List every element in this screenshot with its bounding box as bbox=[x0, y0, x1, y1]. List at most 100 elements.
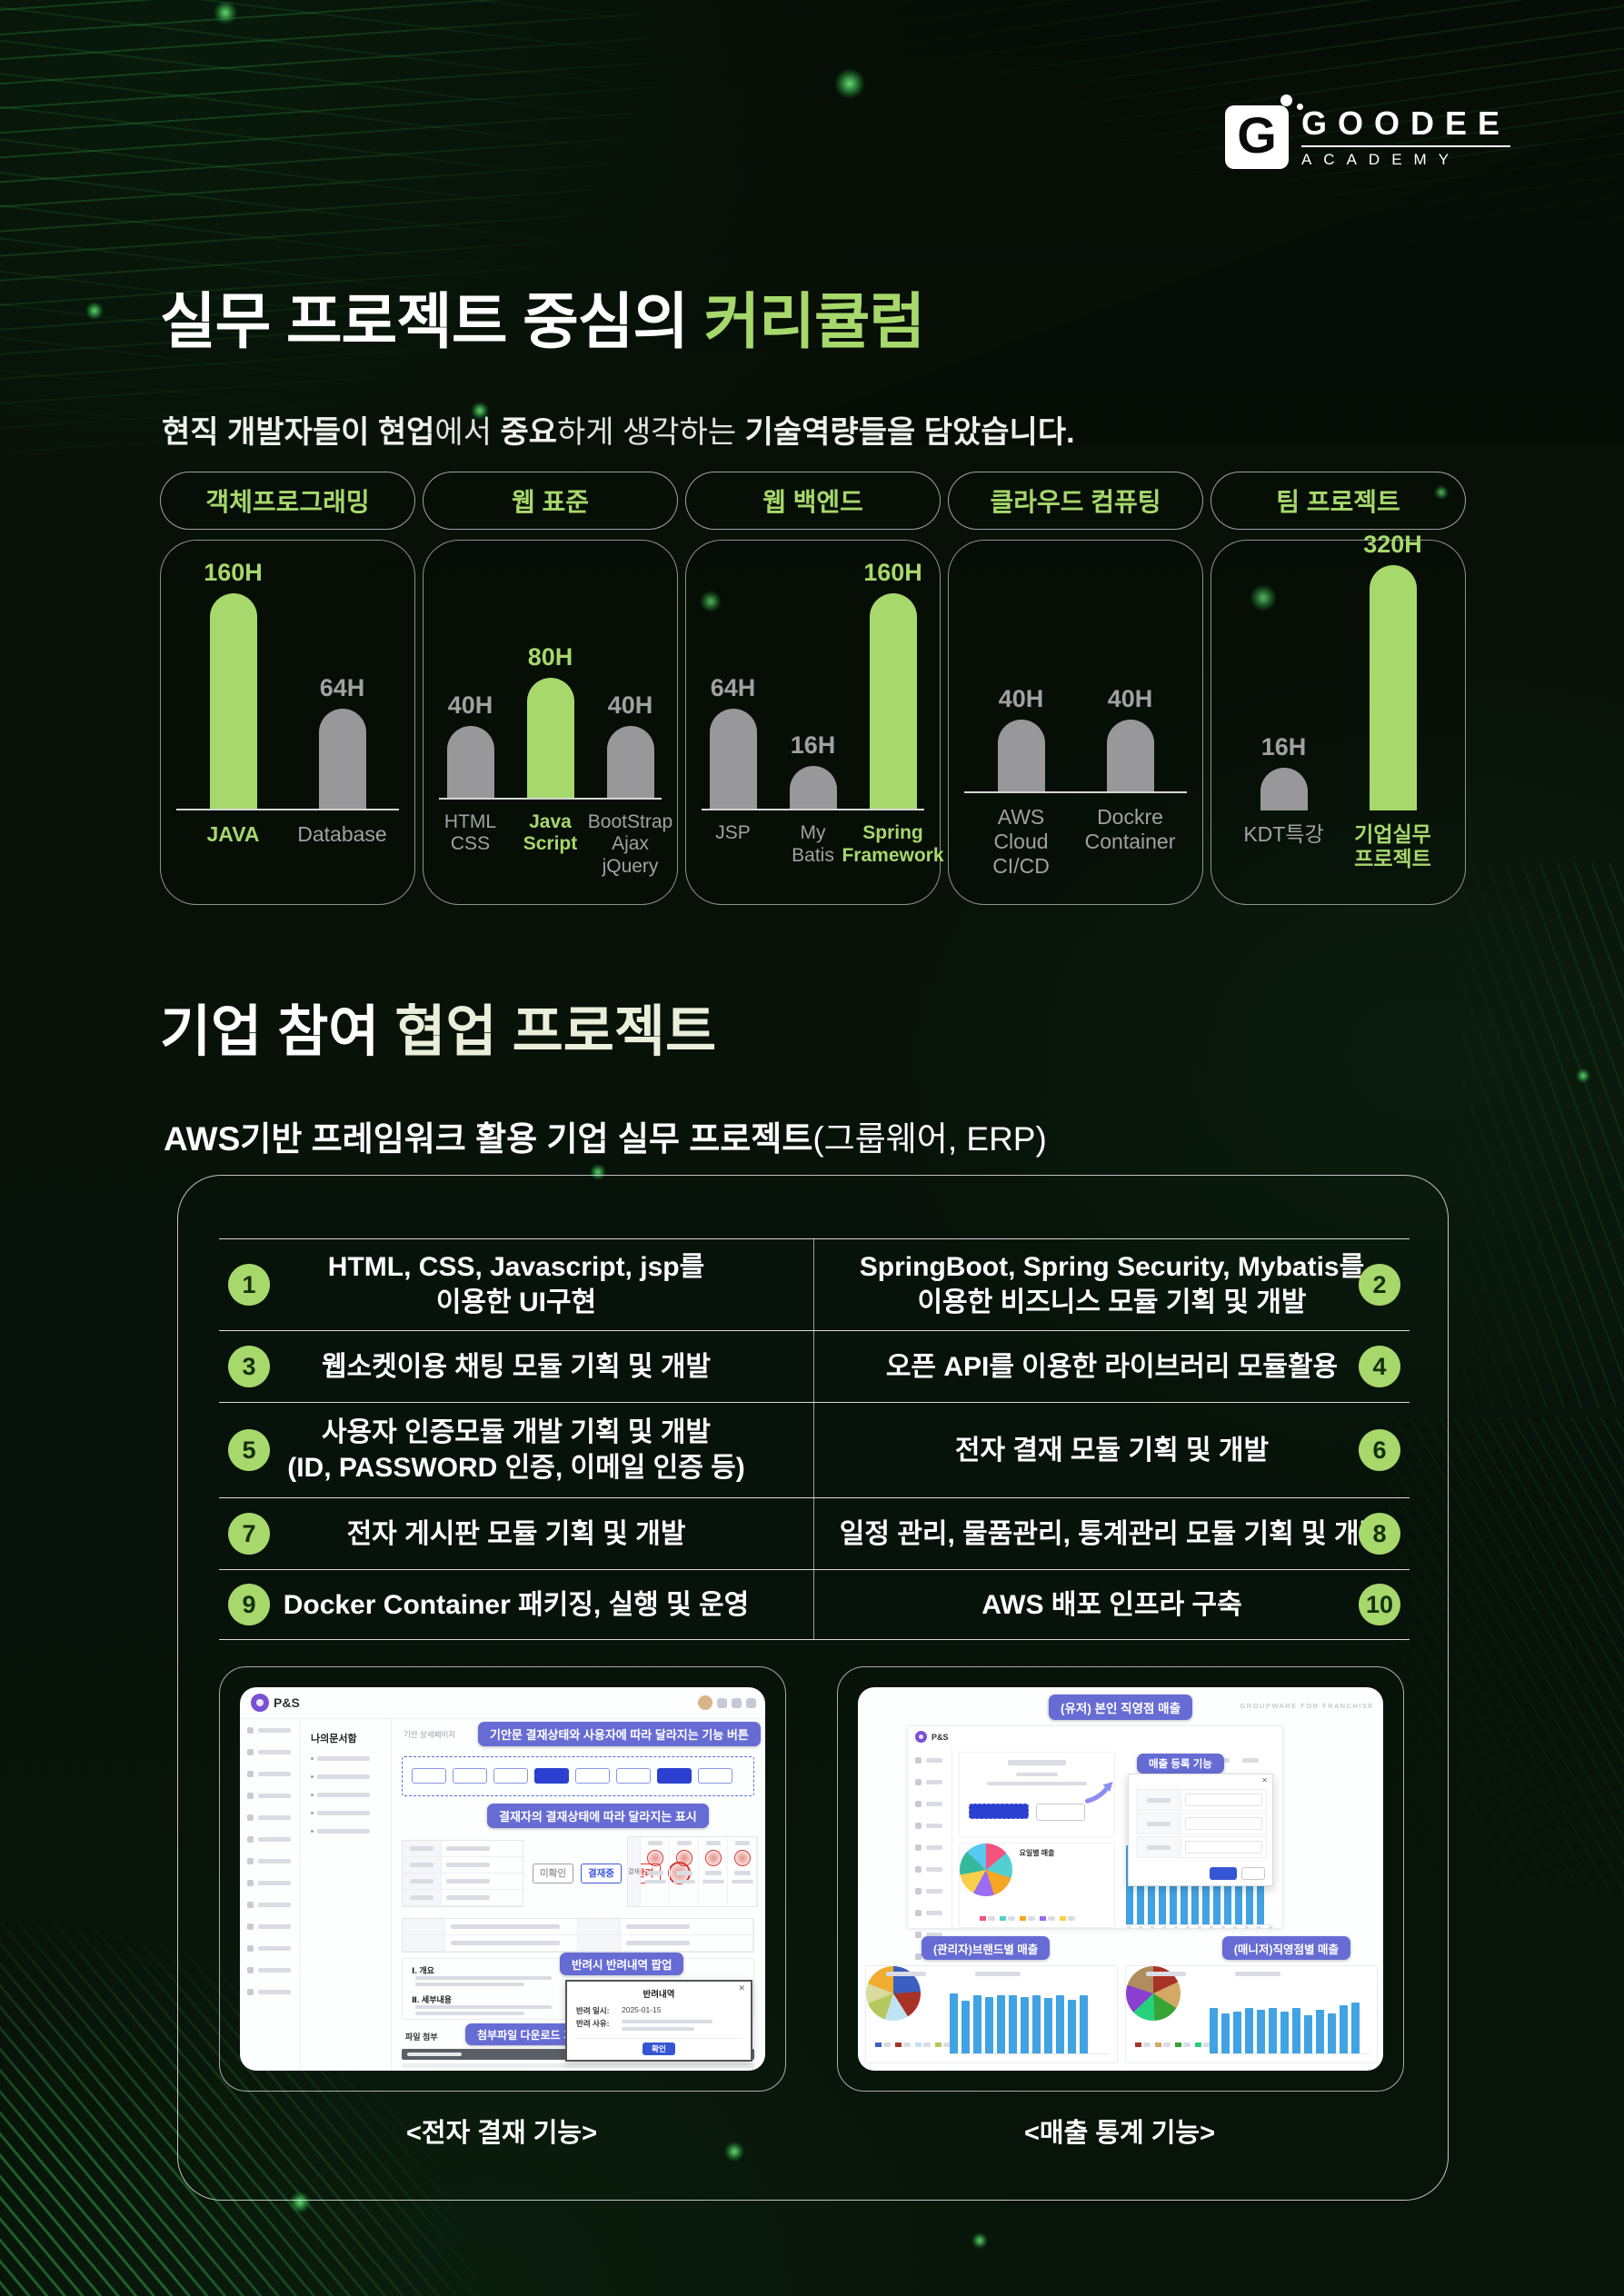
doc-info-row bbox=[403, 1874, 523, 1890]
bar-xlabel: Spring Framework bbox=[842, 822, 944, 866]
doc-menu-item-placeholder bbox=[317, 1756, 370, 1761]
approver-name-placeholder bbox=[733, 1871, 751, 1875]
chart-pill-label: 클라우드 컴퓨팅 bbox=[948, 472, 1203, 530]
subtitle-part: 현직 개발자들이 bbox=[162, 415, 378, 450]
bar bbox=[1269, 2008, 1277, 2053]
table-cell-right: 6 전자 결재 모듈 기획 및 개발 bbox=[814, 1403, 1410, 1497]
doc-title-value bbox=[621, 1935, 753, 1951]
avatar bbox=[698, 1695, 712, 1710]
bar bbox=[1068, 2000, 1076, 2053]
callout-reject-popup: 반려시 반려내역 팝업 bbox=[560, 1953, 684, 1975]
sidebar-item-icon bbox=[247, 1967, 254, 1973]
item-text: Docker Container 패키징, 실행 및 운영 bbox=[283, 1589, 750, 1620]
legend-label-placeholder bbox=[1008, 1916, 1015, 1921]
subtitle-part: 하게 생각하는 bbox=[557, 415, 745, 450]
approval-screenshot: P&S 나의문서함 기안 상세페이지 기안문 결재상태와 사용자에 따라 달라지는 기… bbox=[240, 1687, 765, 2071]
bar bbox=[1245, 2008, 1253, 2053]
approver-title-placeholder bbox=[734, 1841, 750, 1845]
bars-row: 16H 320H bbox=[1230, 531, 1448, 810]
register-sales-button bbox=[969, 1804, 1029, 1819]
doc-info-value bbox=[442, 1841, 523, 1856]
doc-info-row bbox=[403, 1841, 523, 1857]
item-text: 일정 관리, 물품관리, 통계관리 모듈 기획 및 개발 bbox=[839, 1518, 1385, 1549]
pie-legend bbox=[980, 1916, 1075, 1921]
goodee-academy-logo: G GOODEE ACADEMY bbox=[1224, 94, 1510, 169]
bar-unit: 160H bbox=[853, 559, 933, 809]
labels-row: JAVA Database bbox=[179, 822, 397, 879]
chart-pill-label: 객체프로그래밍 bbox=[160, 472, 415, 530]
table-row: 1 HTML, CSS, Javascript, jsp를 이용한 UI구현 2 Spr… bbox=[219, 1238, 1410, 1330]
legend-item bbox=[1135, 2043, 1151, 2047]
pie-title-placeholder bbox=[1146, 1972, 1186, 1976]
legend-swatch bbox=[875, 2043, 882, 2047]
item-text: 전자 결재 모듈 기획 및 개발 bbox=[954, 1435, 1270, 1466]
doc-info-label bbox=[403, 1890, 442, 1905]
sidebar-item-icon bbox=[247, 1902, 254, 1908]
labels-row: JSP My Batis Spring Framework bbox=[693, 822, 943, 879]
sidebar-item-text-placeholder bbox=[258, 1750, 291, 1754]
action-button bbox=[698, 1768, 732, 1784]
sidebar-item-icon bbox=[915, 1866, 922, 1873]
doc-info-value bbox=[442, 1857, 523, 1873]
status-chip: 미확인 bbox=[533, 1863, 573, 1884]
approval-line-header: 결재 bbox=[628, 1837, 641, 1906]
bar-unit: 16H bbox=[1230, 733, 1339, 810]
sidebar-item bbox=[247, 1749, 291, 1755]
approver-stamp-icon bbox=[675, 1850, 692, 1866]
glow-dot-icon bbox=[834, 68, 865, 99]
bar bbox=[961, 2001, 970, 2053]
sidebar-item-icon bbox=[915, 1953, 922, 1960]
bullet-icon bbox=[311, 1794, 314, 1796]
bar bbox=[1304, 2015, 1312, 2053]
bar-xlabel: Java Script bbox=[523, 810, 578, 855]
doc-info-row bbox=[403, 1857, 523, 1874]
bars-row: 40H 40H bbox=[967, 685, 1185, 791]
bar-xlabel-wrap: KDT특강 bbox=[1230, 822, 1339, 847]
form-input bbox=[1185, 1817, 1262, 1830]
doc-title-label bbox=[403, 1935, 445, 1951]
chart-baseline bbox=[963, 790, 1188, 793]
goodee-logo-icon: G bbox=[1224, 94, 1303, 169]
app-sidebar bbox=[908, 1748, 952, 2003]
bar-value-label: 80H bbox=[527, 643, 573, 671]
table-cell-left: 3 웹소켓이용 채팅 모듈 기획 및 개발 bbox=[219, 1331, 814, 1402]
approval-screenshot-frame: P&S 나의문서함 기안 상세페이지 기안문 결재상태와 사용자에 따라 달라지는 기… bbox=[219, 1666, 786, 2092]
tick-placeholder bbox=[1174, 1926, 1178, 1929]
bar bbox=[1106, 719, 1154, 791]
sidebar-item bbox=[915, 1801, 942, 1807]
sidebar-item bbox=[915, 1823, 942, 1829]
bars-row: 64H 16H 160H bbox=[693, 559, 933, 809]
doc-menu-item bbox=[311, 1774, 370, 1779]
modal-label: 반려 일시: bbox=[576, 2006, 610, 2015]
bar-unit: 40H bbox=[591, 691, 671, 798]
callout-admin-brand-sales: (관리자)브랜드별 매출 bbox=[922, 1936, 1051, 1960]
doc-info-label bbox=[403, 1874, 442, 1889]
legend-item bbox=[1040, 1916, 1055, 1921]
legend-swatch bbox=[1000, 1916, 1006, 1921]
action-button-primary bbox=[534, 1768, 569, 1784]
subtitle-part: 기술역량들을 담았습니다. bbox=[744, 415, 1075, 450]
approver-col bbox=[670, 1837, 699, 1906]
bar bbox=[526, 678, 574, 798]
status-chip: 결재중 bbox=[580, 1863, 622, 1884]
sidebar-item-icon bbox=[915, 1888, 922, 1894]
curriculum-chart-3: 웹 백엔드 64H 16H 160H JSP My Batis Spring Framework bbox=[685, 472, 944, 905]
attachment-label: 파일 첨부 bbox=[405, 2033, 438, 2042]
bar bbox=[1056, 1995, 1064, 2053]
bar bbox=[1021, 1997, 1029, 2053]
bar-xlabel: BootStrap Ajax jQuery bbox=[587, 810, 673, 878]
approver-title-placeholder bbox=[676, 1841, 692, 1845]
sidebar-item-text-placeholder bbox=[258, 1946, 291, 1951]
form-label bbox=[1137, 1790, 1181, 1810]
bar bbox=[1260, 767, 1308, 810]
sidebar-item-icon bbox=[915, 1932, 922, 1938]
bar-value-label: 160H bbox=[204, 558, 263, 586]
bar bbox=[789, 765, 837, 809]
doc-info-label bbox=[403, 1841, 442, 1856]
bar bbox=[997, 1995, 1005, 2053]
doc-line-placeholder bbox=[415, 2005, 552, 2009]
ps-logo-icon bbox=[915, 1731, 927, 1743]
bar-unit: 64H bbox=[693, 674, 773, 809]
header-user-area bbox=[698, 1695, 756, 1710]
sidebar-item bbox=[247, 1989, 291, 1995]
